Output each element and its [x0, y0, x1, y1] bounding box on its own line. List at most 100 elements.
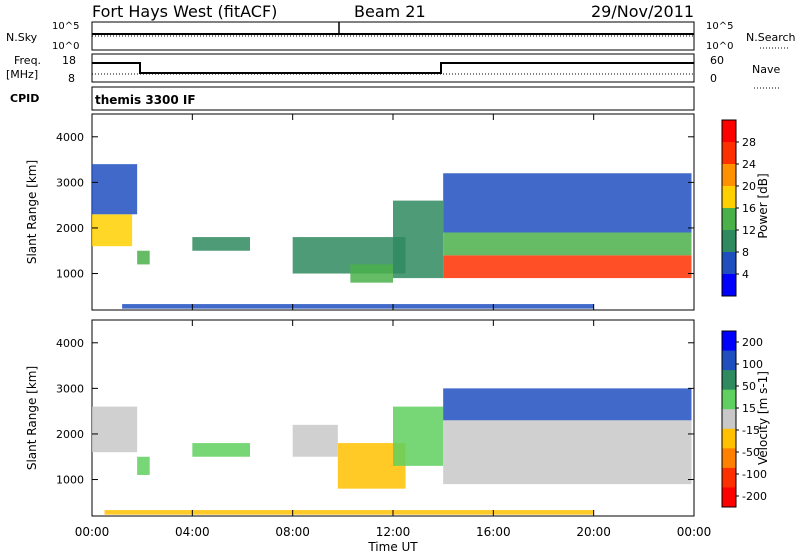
- velocity-colorbar-tick-label: 100: [742, 358, 763, 371]
- freq-tick-bottom: 8: [68, 72, 75, 85]
- x-tick-label: 04:00: [175, 525, 210, 539]
- power-region-5: [350, 264, 393, 283]
- x-tick-label: 20:00: [576, 525, 611, 539]
- freq-label: Freq.: [14, 54, 41, 67]
- velocity-region-3: [292, 424, 338, 457]
- velocity-colorbar-swatch: [722, 350, 736, 371]
- velocity-ytick-label: 3000: [56, 382, 84, 395]
- x-tick-label: 12:00: [376, 525, 411, 539]
- velocity-region-0: [92, 406, 138, 453]
- velocity-colorbar: 200 100 50 15 -15 -50 -100 -200: [721, 330, 767, 508]
- power-y-ticks: 1000 2000 3000 4000: [56, 131, 694, 281]
- power-colorbar-swatch: [722, 230, 736, 253]
- date-title: 29/Nov/2011: [591, 2, 694, 21]
- x-tick-label: 08:00: [275, 525, 310, 539]
- velocity-data: [92, 388, 692, 515]
- cpid-label: CPID: [10, 92, 39, 105]
- power-colorbar-tick-label: 20: [742, 180, 756, 193]
- velocity-region-8: [104, 510, 594, 515]
- velocity-ytick-label: 1000: [56, 474, 84, 487]
- power-region-9: [443, 173, 692, 233]
- freq-tick-top: 18: [62, 54, 76, 67]
- nave-tick-top: 60: [710, 54, 724, 67]
- velocity-colorbar-swatch: [722, 389, 736, 410]
- velocity-region-1: [137, 456, 150, 475]
- power-region-1: [92, 164, 138, 215]
- velocity-colorbar-tick-label: -15: [742, 424, 760, 437]
- power-region-10: [122, 304, 594, 309]
- velocity-colorbar-swatch: [722, 448, 736, 469]
- power-y-label: Slant Range [km]: [25, 160, 39, 264]
- power-region-2: [137, 250, 150, 265]
- nsky-strip: N.Sky 10^5 10^0 10^5 10^0 N.Search: [6, 21, 796, 52]
- x-tick-label: 00:00: [75, 525, 110, 539]
- velocity-ytick-label: 4000: [56, 337, 84, 350]
- power-region-0: [92, 214, 133, 247]
- beam-title: Beam 21: [354, 2, 426, 21]
- velocity-panel: 1000 2000 3000 4000 Slant Range [km]: [25, 319, 695, 517]
- velocity-y-ticks: 1000 2000 3000 4000: [56, 337, 694, 487]
- freq-trace: [92, 62, 694, 74]
- velocity-colorbar-tick-label: -50: [742, 446, 760, 459]
- power-region-7: [443, 255, 692, 279]
- program-name: themis 3300 IF: [95, 93, 196, 107]
- x-axis-ticks: 00:00 04:00 08:00 12:00 16:00 20:00 00:00: [75, 114, 712, 539]
- power-colorbar: 4 8 12 16 20 24 28: [721, 119, 756, 297]
- power-panel: 1000 2000 3000 4000 Slant Range [km]: [25, 113, 695, 311]
- station-title: Fort Hays West (fitACF): [92, 2, 277, 21]
- power-data: [92, 164, 692, 309]
- velocity-colorbar-swatch: [722, 370, 736, 391]
- velocity-region-2: [192, 443, 251, 457]
- velocity-region-5: [393, 406, 444, 466]
- power-region-6: [393, 200, 444, 279]
- nsky-tick-bottom: 10^0: [52, 41, 79, 52]
- velocity-colorbar-tick-label: 15: [742, 402, 756, 415]
- power-colorbar-tick-label: 28: [742, 136, 756, 149]
- freq-unit: [MHz]: [6, 68, 38, 81]
- power-colorbar-swatch: [722, 164, 736, 187]
- velocity-colorbar-tick-label: 50: [742, 380, 756, 393]
- power-colorbar-tick-label: 16: [742, 202, 756, 215]
- velocity-colorbar-tick-label: -100: [742, 468, 767, 481]
- velocity-colorbar-frame: [721, 330, 737, 508]
- power-colorbar-tick-label: 8: [742, 246, 749, 259]
- power-colorbar-swatch: [722, 274, 736, 297]
- nsearch-tick-top: 10^5: [706, 21, 733, 32]
- nsearch-label: N.Search: [746, 31, 796, 44]
- velocity-colorbar-swatch: [722, 467, 736, 488]
- power-colorbar-swatch: [722, 142, 736, 165]
- velocity-ytick-label: 2000: [56, 428, 84, 441]
- freq-strip: Freq. [MHz] 18 8 60 0 Nave: [6, 53, 780, 89]
- power-colorbar-swatch: [722, 186, 736, 209]
- velocity-colorbar-tick-label: -200: [742, 490, 767, 503]
- cpid-strip: CPID themis 3300 IF: [10, 86, 695, 111]
- velocity-colorbar-swatch: [722, 331, 736, 352]
- power-region-3: [192, 237, 251, 251]
- nave-tick-bottom: 0: [710, 72, 717, 85]
- power-colorbar-swatch: [722, 120, 736, 143]
- velocity-region-7: [443, 388, 692, 421]
- nsky-label: N.Sky: [6, 31, 38, 44]
- power-ytick-label: 4000: [56, 131, 84, 144]
- power-ytick-label: 3000: [56, 176, 84, 189]
- power-ytick-label: 2000: [56, 222, 84, 235]
- nsky-tick-top: 10^5: [52, 21, 79, 32]
- power-colorbar-tick-label: 4: [742, 268, 749, 281]
- power-region-8: [443, 232, 692, 256]
- x-tick-label: 00:00: [677, 525, 712, 539]
- velocity-y-label: Slant Range [km]: [25, 366, 39, 470]
- velocity-colorbar-tick-label: 200: [742, 336, 763, 349]
- nave-label: Nave: [752, 63, 780, 76]
- power-colorbar-label: Power [dB]: [756, 173, 770, 238]
- x-tick-label: 16:00: [476, 525, 511, 539]
- power-colorbar-tick-label: 24: [742, 158, 756, 171]
- velocity-colorbar-swatch: [722, 487, 736, 508]
- velocity-colorbar-swatch: [722, 428, 736, 449]
- power-colorbar-swatch: [722, 208, 736, 231]
- power-colorbar-tick-label: 12: [742, 224, 756, 237]
- velocity-colorbar-label: Velocity [m s-1]: [756, 371, 770, 465]
- velocity-colorbar-swatch: [722, 409, 736, 430]
- power-colorbar-swatch: [722, 252, 736, 275]
- power-ytick-label: 1000: [56, 268, 84, 281]
